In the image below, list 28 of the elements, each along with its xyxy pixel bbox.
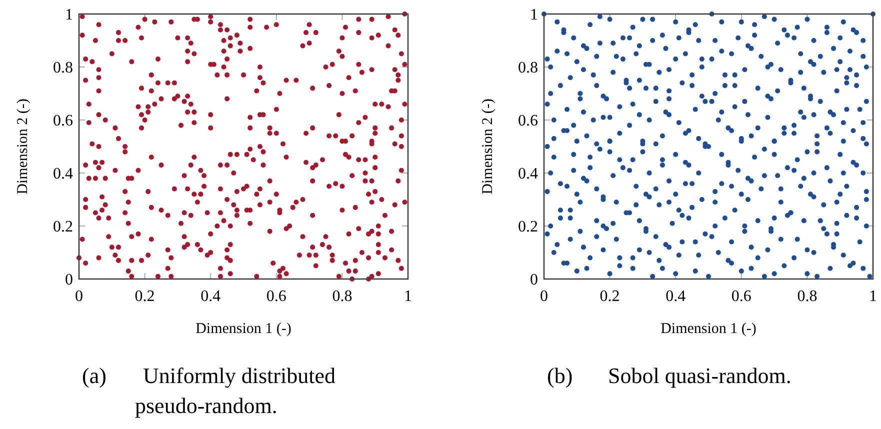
x-tick-label: 0.2 xyxy=(600,288,620,305)
x-axis-title: Dimension 1 (-) xyxy=(196,321,292,337)
x-tick-label: 1 xyxy=(869,288,877,305)
x-tick-label: 1 xyxy=(404,288,412,305)
y-tick-label: 0.4 xyxy=(53,166,73,183)
x-tick-label: 0.8 xyxy=(797,288,818,305)
text: (b) Sobol quasi-random. xyxy=(547,363,792,388)
x-tick-label: 0.2 xyxy=(134,288,155,305)
y-axis-title: Dimension 2 (-) xyxy=(15,98,31,194)
y-tick-label: 0 xyxy=(530,272,538,289)
y-axis-title: Dimension 2 (-) xyxy=(480,98,496,194)
y-tick-label: 1 xyxy=(530,6,538,24)
y-tick-label: 0.6 xyxy=(53,112,73,130)
x-tick-label: 0.4 xyxy=(666,288,686,305)
y-tick-label: 0.8 xyxy=(53,60,73,77)
y-tick-label: 0 xyxy=(65,272,73,289)
y-tick-label: 1 xyxy=(65,6,73,24)
y-tick-label: 0.2 xyxy=(518,218,538,236)
y-tick-label: 0.6 xyxy=(518,112,538,130)
x-tick-label: 0.6 xyxy=(731,288,752,305)
y-tick-label: 0.2 xyxy=(53,218,73,236)
y-tick-label: 0.8 xyxy=(518,60,538,77)
text: (a) Uniformly distributed pseudo-random. xyxy=(82,363,336,418)
x-tick-label: 0.8 xyxy=(332,288,352,305)
x-tick-label: 0.4 xyxy=(200,288,221,305)
x-tick-label: 0.6 xyxy=(266,288,286,305)
x-axis-title: Dimension 1 (-) xyxy=(660,321,756,337)
y-tick-label: 0.4 xyxy=(518,166,538,183)
